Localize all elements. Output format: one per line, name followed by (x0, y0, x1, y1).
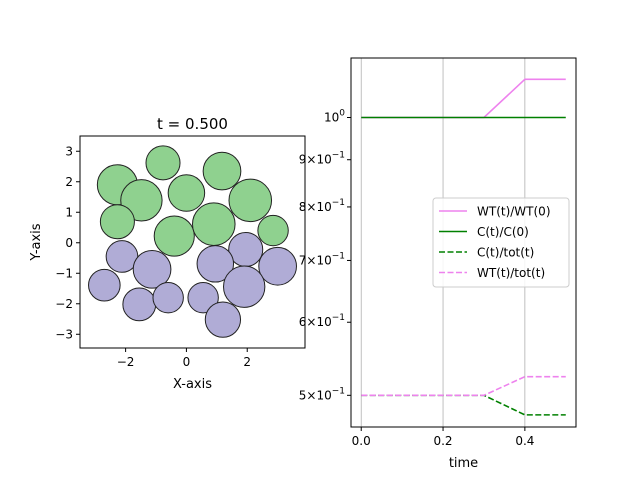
left-y-tick-label: 3 (65, 144, 73, 158)
left-y-axis-label: Y-axis (29, 223, 44, 261)
green-circle (120, 179, 163, 222)
left-axis-ticks: −2 0 2 −3 −2 −1 0 1 2 3 (55, 144, 251, 369)
left-plot-frame (79, 135, 306, 349)
series-line (361, 375, 566, 397)
left-y-tick-label: −2 (55, 297, 73, 311)
right-x-tick-label: 0.2 (433, 434, 452, 448)
left-x-tick-label: 2 (243, 355, 251, 369)
left-y-tick-label: −1 (55, 266, 73, 280)
legend-box (432, 197, 570, 288)
legend-label: WT(t)/WT(0) (477, 205, 551, 219)
left-x-tick-label: −2 (117, 355, 135, 369)
circles-panel: t = 0.500 −2 0 2 −3 −2 −1 0 1 2 3 X-axis Y-axis (29, 115, 306, 392)
purple-circle (122, 287, 157, 322)
legend-label: WT(t)/tot(t) (477, 266, 545, 280)
legend-label: C(t)/C(0) (477, 225, 529, 239)
legend: WT(t)/WT(0) C(t)/C(0) C(t)/tot(t) WT(t)/tot… (432, 197, 570, 288)
purple-circle (152, 281, 184, 314)
timeseries-panel: 0.0 0.2 0.41009×10−18×10−17×10−16×10−15×10… (299, 57, 577, 471)
left-x-axis-label: X-axis (173, 377, 212, 392)
purple-circle (88, 268, 121, 302)
circle-markers (88, 145, 297, 338)
purple-circle (187, 281, 219, 314)
legend-label: C(t)/tot(t) (477, 246, 534, 260)
green-circle (99, 204, 135, 240)
green-circle (228, 178, 273, 223)
purple-circle (132, 249, 172, 289)
purple-circle (204, 301, 242, 338)
green-circle (257, 214, 289, 247)
left-y-tick-label: −3 (55, 327, 73, 341)
right-plot-frame (350, 57, 577, 428)
green-circle (192, 202, 236, 246)
purple-circle (258, 246, 297, 286)
series-lines (361, 78, 566, 416)
green-circle (145, 145, 181, 181)
green-circle (167, 174, 206, 212)
purple-circle (223, 265, 266, 308)
left-y-tick-label: 2 (65, 175, 73, 189)
green-circle (202, 151, 242, 191)
left-y-tick-label: 0 (65, 236, 73, 250)
green-circle (153, 215, 195, 257)
left-x-tick-label: 0 (183, 355, 191, 369)
right-x-axis-label: time (449, 456, 478, 471)
right-x-tick-label: 0.4 (515, 434, 534, 448)
purple-circle (196, 245, 235, 283)
right-x-tick-label: 0.0 (352, 434, 371, 448)
left-chart-title: t = 0.500 (157, 115, 228, 133)
left-y-tick-label: 1 (65, 205, 73, 219)
